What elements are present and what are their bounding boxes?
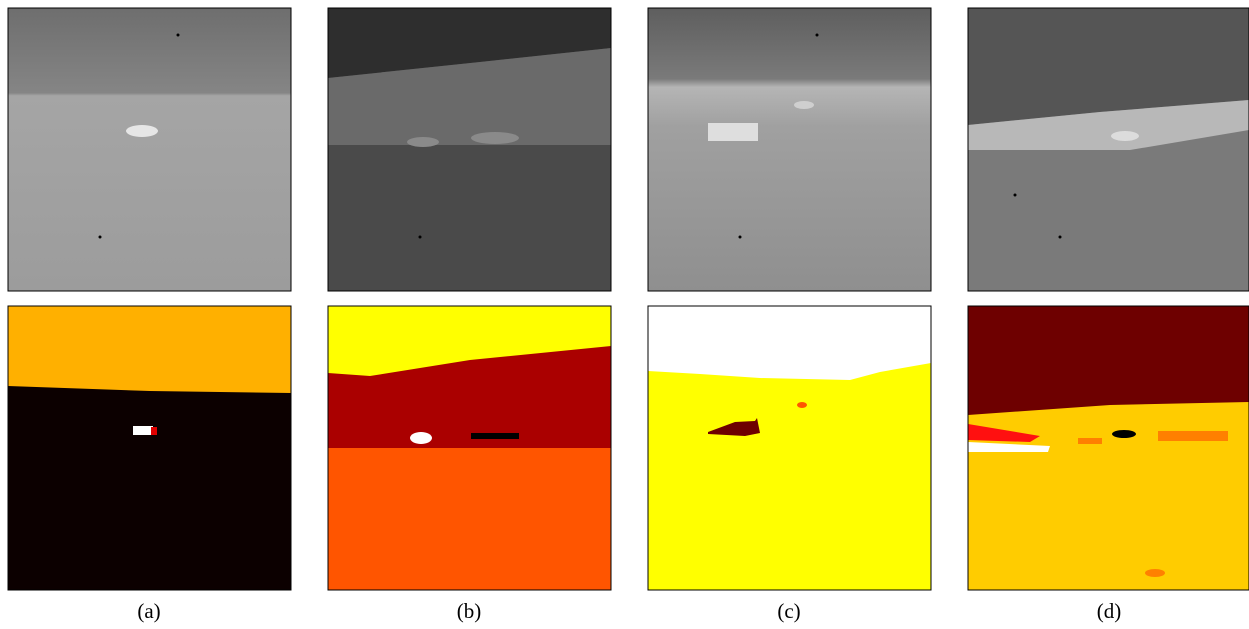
segmentation-map: [8, 306, 291, 590]
thermal-image: [328, 8, 611, 291]
segmentation-map: [328, 306, 611, 590]
segmentation-map: [968, 306, 1249, 590]
caption: (a): [137, 599, 160, 623]
caption: (b): [457, 599, 482, 623]
caption: (c): [777, 599, 800, 623]
thermal-image: [968, 8, 1249, 291]
thermal-image: [648, 8, 931, 291]
segmentation-map: [648, 306, 931, 590]
caption: (d): [1097, 599, 1122, 623]
thermal-image: [8, 8, 291, 291]
figure: (a) (b) (c) (d): [0, 0, 1249, 629]
